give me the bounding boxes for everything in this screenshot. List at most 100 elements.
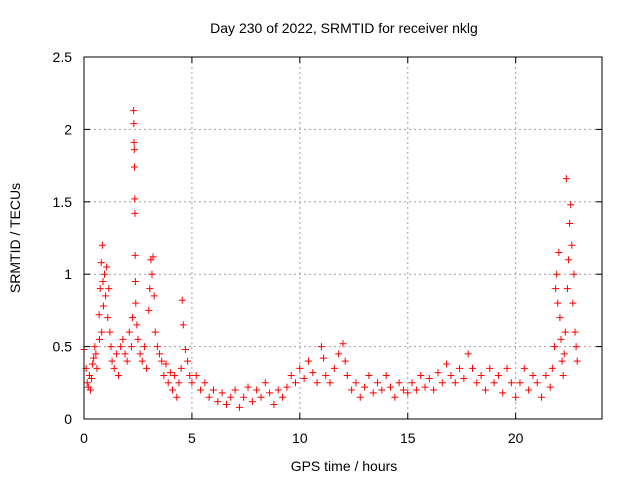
data-point	[326, 379, 334, 387]
data-point	[456, 364, 464, 372]
data-point	[131, 209, 139, 217]
y-tick-label: 0.5	[53, 339, 73, 355]
data-point	[131, 277, 139, 285]
data-point	[188, 379, 196, 387]
data-point	[105, 285, 113, 293]
data-point	[300, 374, 308, 382]
data-point	[481, 386, 489, 394]
data-point	[130, 120, 138, 128]
data-point	[88, 374, 96, 382]
data-point	[404, 389, 412, 397]
data-point	[352, 379, 360, 387]
data-point	[443, 360, 451, 368]
data-point	[104, 314, 112, 322]
data-point	[97, 259, 105, 267]
data-point	[178, 296, 186, 304]
data-point	[469, 364, 476, 372]
y-tick-label: 0	[64, 411, 72, 427]
data-point	[335, 350, 343, 358]
data-point	[330, 364, 338, 372]
data-point	[121, 350, 129, 358]
data-point	[173, 393, 181, 401]
data-point	[425, 374, 433, 382]
grid-layer	[84, 57, 602, 419]
data-point	[499, 389, 507, 397]
data-point	[304, 357, 312, 365]
data-point	[164, 379, 172, 387]
data-point	[313, 379, 321, 387]
data-point	[171, 372, 179, 380]
data-point	[162, 360, 170, 368]
data-point	[507, 379, 515, 387]
data-point	[132, 299, 140, 307]
data-point	[96, 335, 104, 343]
data-point	[151, 328, 159, 336]
data-point	[98, 241, 106, 249]
data-point	[131, 195, 139, 203]
data-point	[430, 386, 438, 394]
data-point	[292, 379, 300, 387]
y-tick-label: 2.5	[53, 49, 73, 65]
data-point	[565, 256, 573, 264]
data-point	[538, 393, 546, 401]
data-point	[566, 220, 574, 228]
y-tick-label: 2	[64, 121, 72, 137]
data-point	[317, 343, 325, 351]
data-point	[210, 386, 217, 394]
data-point	[391, 393, 399, 401]
data-point	[197, 386, 205, 394]
data-point	[192, 372, 200, 380]
data-point	[560, 350, 568, 358]
data-point	[567, 201, 575, 209]
data-point	[146, 285, 154, 293]
data-point	[490, 379, 498, 387]
data-point	[395, 379, 403, 387]
data-point	[520, 364, 528, 372]
data-point	[129, 314, 137, 322]
data-point	[181, 345, 189, 353]
data-point	[253, 386, 261, 394]
data-point	[222, 401, 230, 409]
data-point	[322, 372, 330, 380]
data-point	[257, 393, 265, 401]
data-point	[175, 379, 183, 387]
data-point	[138, 357, 146, 365]
data-point	[408, 379, 416, 387]
data-point	[131, 251, 139, 259]
data-point	[569, 299, 577, 307]
data-point	[179, 321, 187, 329]
data-point	[378, 386, 386, 394]
data-point	[201, 379, 209, 387]
data-point	[125, 328, 133, 336]
data-point	[553, 270, 561, 278]
x-tick-label: 5	[188, 430, 196, 446]
x-tick-label: 20	[508, 430, 524, 446]
data-point	[369, 389, 377, 397]
data-point	[451, 379, 459, 387]
data-point	[339, 340, 347, 348]
data-point	[99, 302, 107, 310]
data-point	[365, 372, 373, 380]
data-point	[117, 343, 125, 351]
data-point	[101, 270, 109, 278]
data-point	[382, 372, 390, 380]
data-point	[412, 386, 420, 394]
data-point	[136, 350, 144, 358]
data-point	[570, 270, 578, 278]
y-tick-label: 1.5	[53, 194, 73, 210]
data-point	[361, 383, 369, 391]
data-point	[98, 328, 106, 336]
x-tick-label: 15	[400, 430, 416, 446]
data-point	[133, 321, 141, 329]
data-point	[89, 360, 97, 368]
data-point	[248, 398, 256, 406]
data-point	[131, 163, 139, 171]
data-point	[559, 372, 567, 380]
data-point	[91, 343, 99, 351]
data-point	[102, 292, 110, 300]
data-point	[572, 343, 580, 351]
data-point	[494, 372, 502, 380]
data-point	[343, 372, 351, 380]
data-point	[149, 253, 157, 261]
